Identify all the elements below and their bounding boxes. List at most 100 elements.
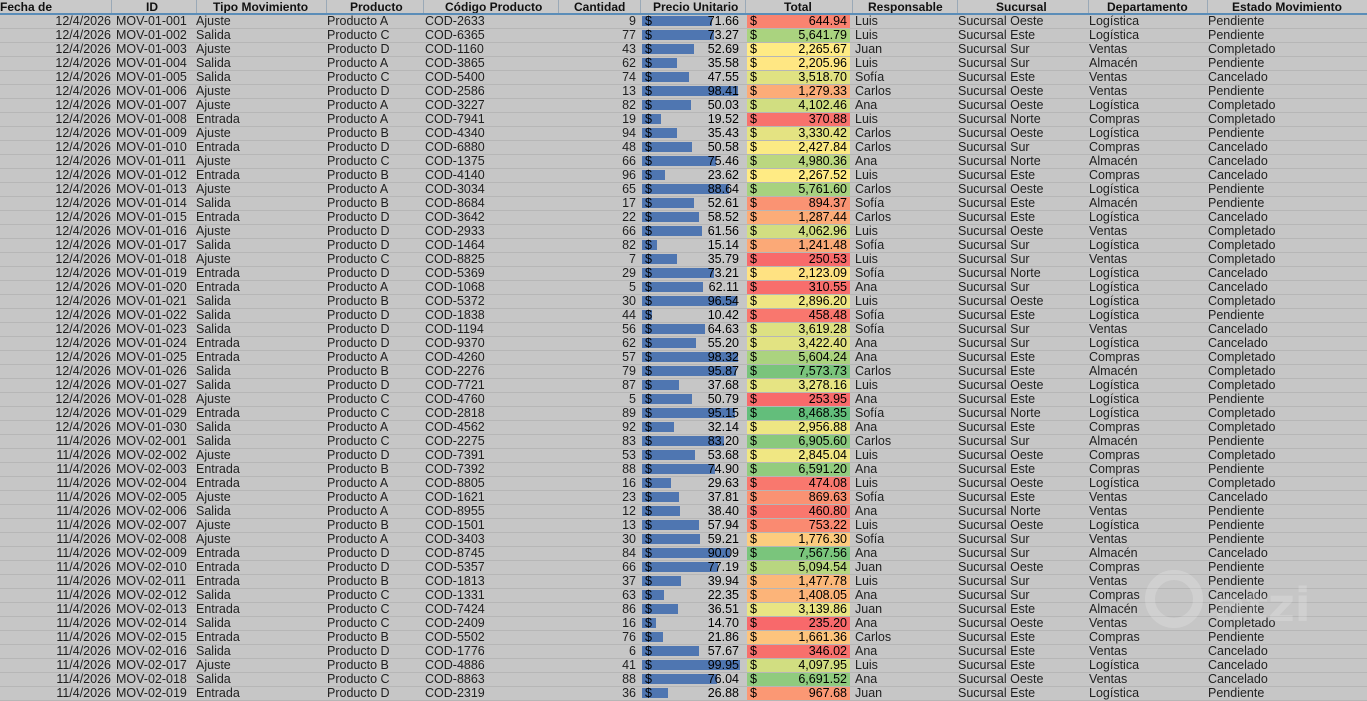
cell-precio-unitario[interactable]: $39.94 xyxy=(642,575,742,588)
cell-cant[interactable]: 30 xyxy=(622,533,636,546)
cell-id[interactable]: MOV-02-005 xyxy=(116,491,187,504)
cell-prod[interactable]: Producto D xyxy=(327,449,390,462)
cell-dep[interactable]: Almacén xyxy=(1089,547,1138,560)
cell-resp[interactable]: Juan xyxy=(855,561,883,574)
cell-tipo[interactable]: Ajuste xyxy=(196,519,231,532)
cell-total[interactable]: $3,619.28 xyxy=(747,323,850,336)
cell-tipo[interactable]: Ajuste xyxy=(196,15,231,28)
col-header-precio-unitario[interactable]: Precio Unitario xyxy=(653,0,739,13)
table-row[interactable]: 11/4/2026 MOV-02-008 Ajuste Producto A COD-3… xyxy=(0,533,1367,547)
cell-prod[interactable]: Producto C xyxy=(327,393,390,406)
cell-tipo[interactable]: Entrada xyxy=(196,141,240,154)
cell-resp[interactable]: Carlos xyxy=(855,365,892,378)
cell-tipo[interactable]: Entrada xyxy=(196,575,240,588)
cell-estado[interactable]: Cancelado xyxy=(1208,71,1268,84)
cell-cant[interactable]: 66 xyxy=(622,225,636,238)
cell-cant[interactable]: 79 xyxy=(622,365,636,378)
cell-suc[interactable]: Sucursal Oeste xyxy=(958,617,1044,630)
cell-id[interactable]: MOV-01-001 xyxy=(116,15,187,28)
cell-tipo[interactable]: Entrada xyxy=(196,477,240,490)
cell-id[interactable]: MOV-01-014 xyxy=(116,197,187,210)
cell-total[interactable]: $2,845.04 xyxy=(747,449,850,462)
cell-precio-unitario[interactable]: $62.11 xyxy=(642,281,742,294)
cell-prod[interactable]: Producto B xyxy=(327,631,389,644)
cell-total[interactable]: $967.68 xyxy=(747,687,850,700)
cell-dep[interactable]: Logística xyxy=(1089,29,1140,42)
cell-estado[interactable]: Pendiente xyxy=(1208,575,1265,588)
cell-tipo[interactable]: Ajuste xyxy=(196,491,231,504)
cell-estado[interactable]: Pendiente xyxy=(1208,183,1265,196)
cell-dep[interactable]: Ventas xyxy=(1089,225,1128,238)
cell-prod[interactable]: Producto C xyxy=(327,29,390,42)
cell-suc[interactable]: Sucursal Este xyxy=(958,197,1036,210)
cell-cant[interactable]: 37 xyxy=(622,575,636,588)
cell-fecha[interactable]: 11/4/2026 xyxy=(56,491,111,504)
cell-fecha[interactable]: 12/4/2026 xyxy=(55,323,111,336)
cell-resp[interactable]: Ana xyxy=(855,645,878,658)
cell-tipo[interactable]: Salida xyxy=(196,365,231,378)
cell-suc[interactable]: Sucursal Oeste xyxy=(958,99,1044,112)
cell-id[interactable]: MOV-02-019 xyxy=(116,687,187,700)
cell-suc[interactable]: Sucursal Sur xyxy=(958,141,1030,154)
cell-cant[interactable]: 5 xyxy=(629,281,636,294)
cell-dep[interactable]: Logística xyxy=(1089,281,1140,294)
cell-precio-unitario[interactable]: $90.09 xyxy=(642,547,742,560)
cell-precio-unitario[interactable]: $61.56 xyxy=(642,225,742,238)
cell-total[interactable]: $2,205.96 xyxy=(747,57,850,70)
cell-total[interactable]: $2,123.09 xyxy=(747,267,850,280)
cell-estado[interactable]: Completado xyxy=(1208,113,1276,126)
cell-prod[interactable]: Producto C xyxy=(327,435,390,448)
cell-prod[interactable]: Producto C xyxy=(327,603,390,616)
cell-total[interactable]: $5,604.24 xyxy=(747,351,850,364)
cell-fecha[interactable]: 12/4/2026 xyxy=(55,169,111,182)
cell-tipo[interactable]: Salida xyxy=(196,673,231,686)
cell-precio-unitario[interactable]: $53.68 xyxy=(642,449,742,462)
cell-cod[interactable]: COD-8684 xyxy=(425,197,485,210)
cell-cant[interactable]: 76 xyxy=(622,631,636,644)
cell-precio-unitario[interactable]: $76.04 xyxy=(642,673,742,686)
cell-fecha[interactable]: 11/4/2026 xyxy=(56,505,111,518)
cell-dep[interactable]: Almacén xyxy=(1089,365,1138,378)
cell-resp[interactable]: Ana xyxy=(855,589,878,602)
cell-cod[interactable]: COD-8805 xyxy=(425,477,485,490)
cell-resp[interactable]: Carlos xyxy=(855,183,892,196)
header-divider[interactable] xyxy=(1088,0,1089,13)
cell-precio-unitario[interactable]: $71.66 xyxy=(642,15,742,28)
cell-cant[interactable]: 87 xyxy=(622,379,636,392)
cell-estado[interactable]: Pendiente xyxy=(1208,505,1265,518)
cell-total[interactable]: $460.80 xyxy=(747,505,850,518)
cell-resp[interactable]: Sofía xyxy=(855,407,885,420)
cell-cant[interactable]: 56 xyxy=(622,323,636,336)
cell-tipo[interactable]: Ajuste xyxy=(196,225,231,238)
cell-fecha[interactable]: 12/4/2026 xyxy=(55,29,111,42)
table-row[interactable]: 11/4/2026 MOV-02-010 Entrada Producto D COD-… xyxy=(0,561,1367,575)
cell-total[interactable]: $4,062.96 xyxy=(747,225,850,238)
cell-fecha[interactable]: 11/4/2026 xyxy=(56,617,111,630)
cell-id[interactable]: MOV-02-018 xyxy=(116,673,187,686)
cell-precio-unitario[interactable]: $83.20 xyxy=(642,435,742,448)
cell-id[interactable]: MOV-01-020 xyxy=(116,281,187,294)
cell-cant[interactable]: 83 xyxy=(622,435,636,448)
cell-cant[interactable]: 66 xyxy=(622,561,636,574)
cell-prod[interactable]: Producto B xyxy=(327,463,389,476)
cell-cant[interactable]: 36 xyxy=(622,687,636,700)
cell-dep[interactable]: Logística xyxy=(1089,267,1140,280)
cell-suc[interactable]: Sucursal Oeste xyxy=(958,85,1044,98)
cell-cod[interactable]: COD-6365 xyxy=(425,29,485,42)
cell-cant[interactable]: 19 xyxy=(622,113,636,126)
cell-fecha[interactable]: 12/4/2026 xyxy=(55,295,111,308)
cell-resp[interactable]: Luis xyxy=(855,15,878,28)
cell-tipo[interactable]: Entrada xyxy=(196,211,240,224)
cell-tipo[interactable]: Entrada xyxy=(196,463,240,476)
cell-id[interactable]: MOV-02-011 xyxy=(116,575,186,588)
cell-resp[interactable]: Luis xyxy=(855,225,878,238)
cell-precio-unitario[interactable]: $75.46 xyxy=(642,155,742,168)
cell-total[interactable]: $6,905.60 xyxy=(747,435,850,448)
cell-cod[interactable]: COD-1464 xyxy=(425,239,485,252)
table-row[interactable]: 11/4/2026 MOV-02-018 Salida Producto C COD-8… xyxy=(0,673,1367,687)
cell-total[interactable]: $5,094.54 xyxy=(747,561,850,574)
cell-total[interactable]: $458.48 xyxy=(747,309,850,322)
cell-tipo[interactable]: Salida xyxy=(196,71,231,84)
cell-total[interactable]: $4,097.95 xyxy=(747,659,850,672)
cell-cod[interactable]: COD-4562 xyxy=(425,421,485,434)
